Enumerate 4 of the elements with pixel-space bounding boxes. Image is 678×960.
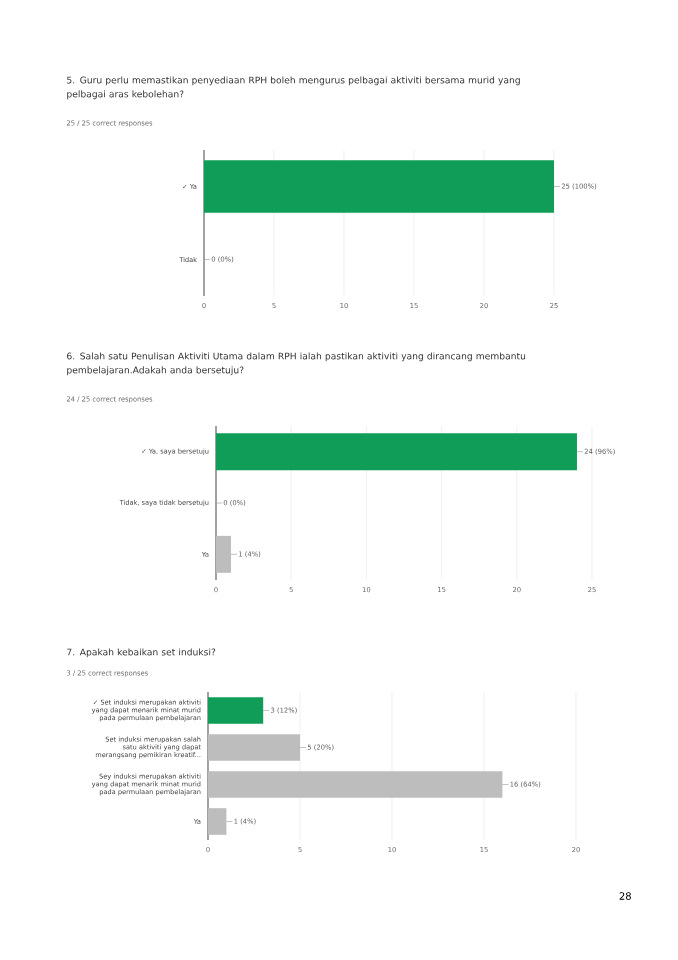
bar xyxy=(208,771,503,798)
bar xyxy=(208,697,264,724)
bar xyxy=(208,808,227,835)
bar xyxy=(208,734,300,761)
